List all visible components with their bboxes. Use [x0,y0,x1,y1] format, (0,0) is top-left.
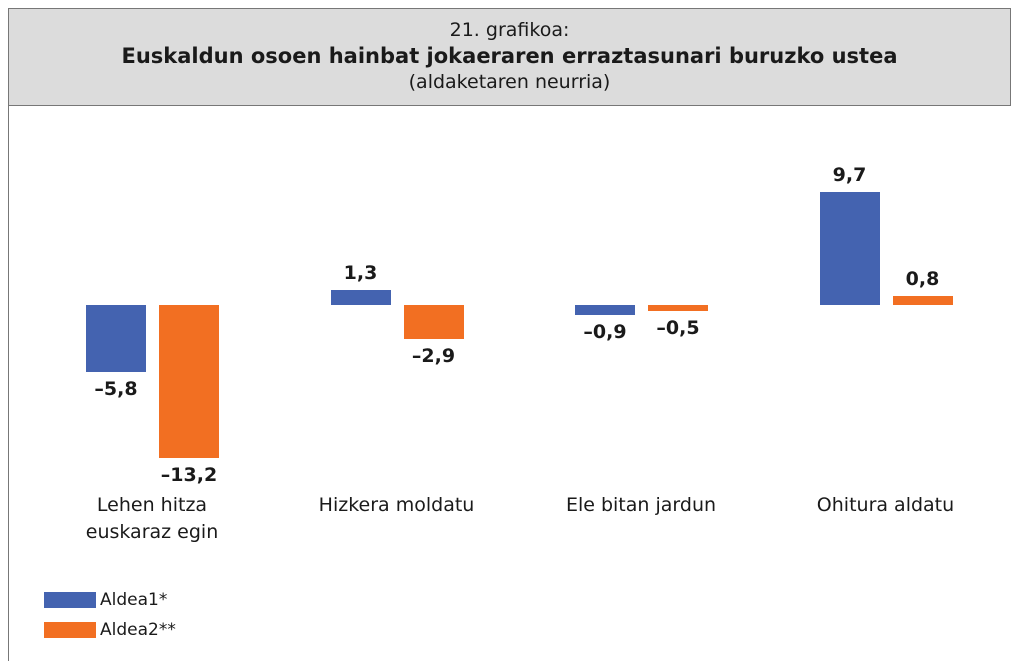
legend-swatch [44,622,96,638]
header: 21. grafikoa: Euskaldun osoen hainbat jo… [8,8,1011,106]
bar [86,305,146,373]
data-label: 9,7 [832,164,867,187]
data-label: –0,9 [583,321,627,344]
x-tick-label: Lehen hitza euskaraz egin [85,494,219,543]
bar [648,305,708,311]
bar [819,192,880,305]
data-label: 1,3 [343,261,378,284]
x-tick-label: Ohitura aldatu [816,494,955,516]
legend-label: Aldea2** [100,620,176,640]
bar [159,305,219,459]
data-label: –0,5 [656,316,700,339]
bar [403,305,464,339]
x-tick-label: Hizkera moldatu [318,494,475,516]
x-tick-label: Ele bitan jardun [565,494,717,516]
data-label: –13,2 [160,464,218,487]
data-label: 0,8 [905,267,940,290]
legend-swatch [44,592,96,608]
bar [575,305,635,316]
chart-title: Euskaldun osoen hainbat jokaeraren erraz… [121,44,898,68]
frame [8,8,1011,661]
legend-label: Aldea1* [100,590,168,610]
data-label: –2,9 [411,344,456,367]
bar [330,289,391,305]
bar [892,295,953,305]
chart-subtitle: (aldaketaren neurria) [408,71,611,93]
chart-subtitle-top: 21. grafikoa: [449,19,570,41]
data-label: –5,8 [94,378,138,401]
